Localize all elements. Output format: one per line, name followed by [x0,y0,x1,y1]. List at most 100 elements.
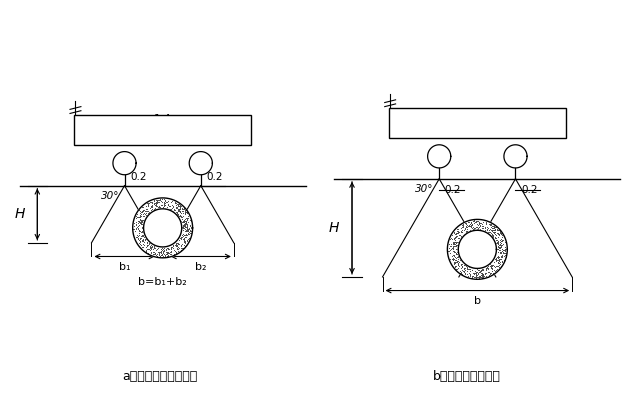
Point [500,251,510,258]
Point [142,246,152,252]
Point [449,229,459,235]
Point [143,210,154,216]
Point [180,227,191,233]
Point [496,249,506,256]
Point [483,274,493,280]
Point [175,243,186,249]
Point [142,242,152,248]
Point [177,216,187,222]
Point [174,201,184,208]
Point [180,219,191,226]
Point [133,218,143,225]
Point [186,218,196,225]
Point [495,237,505,243]
Point [172,209,182,216]
Point [499,250,509,256]
Point [476,274,486,280]
Point [132,234,142,241]
Point [136,221,147,227]
Point [136,237,147,244]
Point [495,240,506,246]
Point [139,217,149,224]
Point [459,230,469,237]
Point [140,211,150,217]
Point [135,236,145,242]
Point [467,221,477,227]
Point [490,231,500,237]
Point [162,252,172,259]
Point [490,229,500,235]
Point [484,229,495,235]
Point [448,239,458,245]
Point [179,205,189,211]
Point [480,227,490,233]
Point [134,218,145,225]
Point [182,225,193,231]
Point [173,246,183,252]
Point [132,214,143,220]
Point [140,246,150,253]
Point [459,262,469,268]
Point [470,270,480,276]
Point [132,234,142,241]
Point [450,239,460,245]
Text: 1.4: 1.4 [154,114,172,124]
Point [180,218,190,224]
Point [490,227,500,233]
Point [495,250,505,256]
Point [146,203,156,209]
Point [449,253,459,259]
Point [138,237,148,243]
Point [500,244,510,250]
Point [497,259,507,265]
Point [180,210,190,216]
Point [159,245,170,251]
Point [476,220,486,227]
Point [157,248,168,254]
Point [136,244,147,250]
Point [168,242,178,248]
Point [166,244,176,250]
Point [470,273,481,280]
Point [450,259,460,265]
Point [171,249,181,255]
Point [497,247,508,254]
Point [462,224,472,230]
Point [161,252,172,259]
Point [166,243,177,250]
Point [474,224,484,230]
Point [180,222,191,228]
Point [155,253,165,259]
Point [160,252,170,258]
Point [483,263,493,269]
Point [452,226,463,232]
Point [463,222,474,229]
Point [179,242,189,248]
Point [497,230,507,236]
Point [466,222,476,229]
Point [180,226,190,232]
Point [180,228,190,234]
Point [475,273,485,279]
Point [156,198,166,204]
Point [143,246,153,253]
Point [147,243,157,249]
Point [476,272,486,278]
Point [468,270,479,276]
Point [460,226,470,233]
Point [131,225,141,231]
Point [168,207,178,214]
Point [148,198,159,204]
Point [460,261,470,268]
Point [456,228,466,234]
Point [470,269,481,275]
Point [484,269,495,275]
Point [172,243,182,250]
Point [492,226,502,232]
Point [461,264,472,270]
Point [174,237,184,244]
Point [132,224,143,231]
Point [184,226,194,232]
Point [152,251,162,257]
Point [186,225,196,231]
